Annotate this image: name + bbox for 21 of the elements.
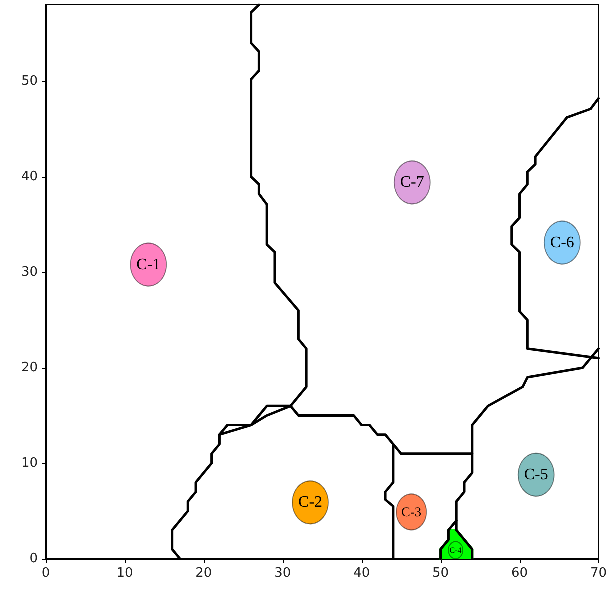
x-tick-label: 50	[432, 566, 450, 581]
series-label: C-5	[524, 466, 548, 484]
x-tick-label: 20	[196, 566, 212, 581]
y-tick-label: 10	[21, 456, 38, 471]
y-tick-label: 40	[21, 169, 38, 184]
series-label: C-4	[450, 546, 462, 555]
series-label: C-6	[550, 234, 574, 252]
x-tick-label: 0	[42, 566, 50, 581]
y-tick-label: 30	[21, 264, 38, 280]
x-tick-label: 70	[590, 566, 607, 581]
series-label: C-3	[402, 504, 422, 520]
y-tick-label: 0	[30, 552, 38, 566]
y-tick-label: 20	[21, 360, 38, 376]
series-label: C-2	[298, 494, 323, 512]
x-tick-label: 30	[274, 566, 292, 581]
series-label: C-1	[136, 256, 161, 274]
series-label: C-7	[400, 174, 424, 192]
y-tick-label: 50	[21, 74, 38, 89]
x-tick-label: 60	[511, 566, 528, 581]
x-tick-label: 40	[354, 566, 370, 581]
x-tick-label: 10	[116, 566, 134, 581]
